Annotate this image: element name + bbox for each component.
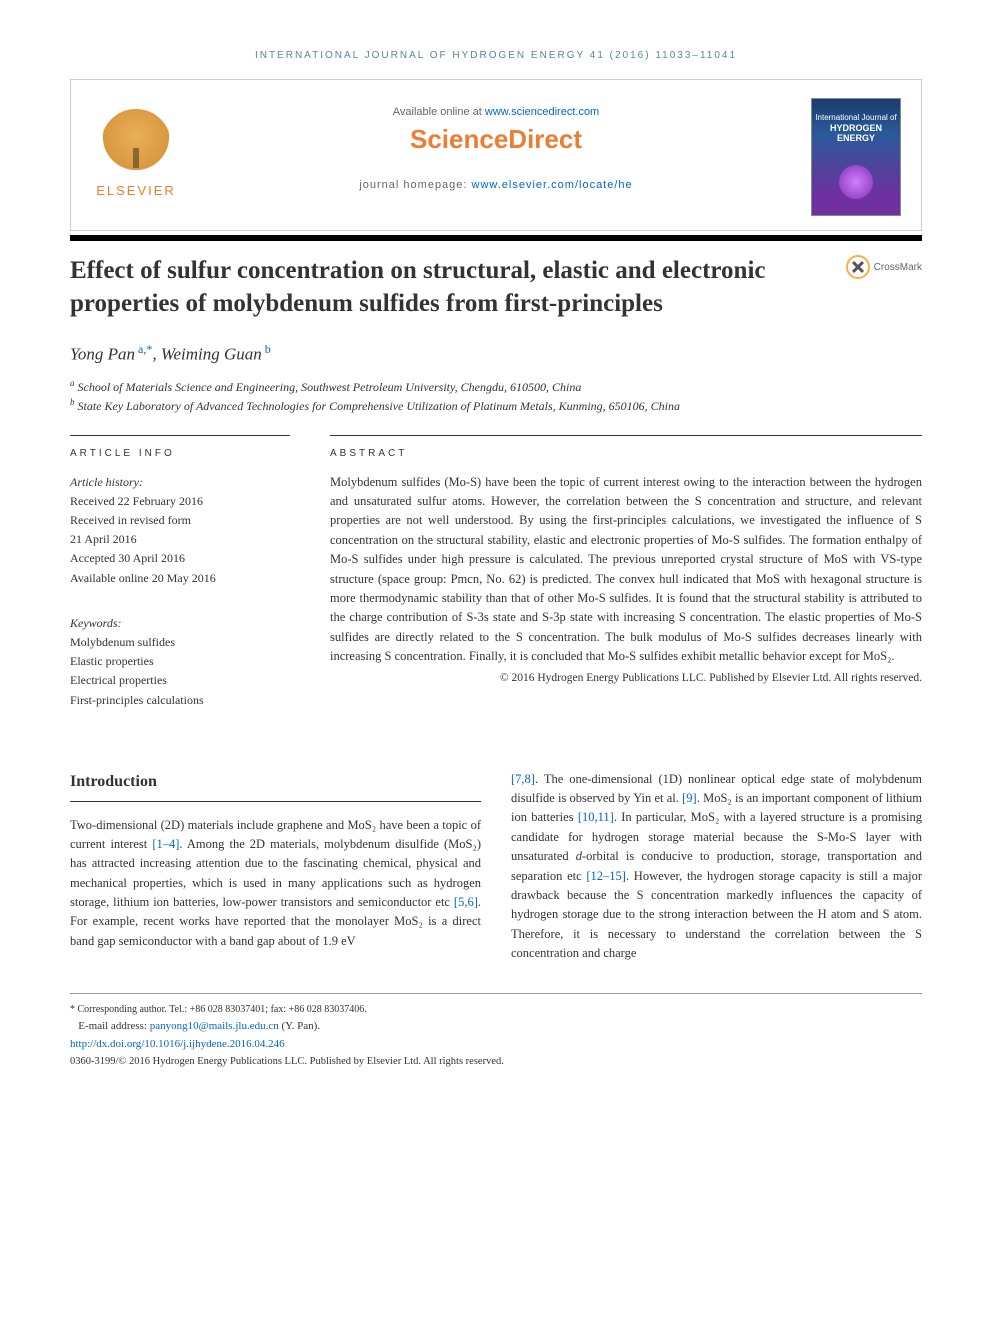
available-online-line: Available online at www.sciencedirect.co… [181,106,811,118]
homepage-line: journal homepage: www.elsevier.com/locat… [181,179,811,191]
elsevier-tree-icon [101,109,171,179]
corresponding-author: * Corresponding author. Tel.: +86 028 83… [70,1002,922,1018]
crossmark-label: CrossMark [874,262,922,273]
history-accepted: Accepted 30 April 2016 [70,549,290,568]
divider-bar [70,235,922,241]
email-line: E-mail address: panyong10@mails.jlu.edu.… [70,1018,922,1036]
cover-graphic-icon [839,165,873,199]
footer: * Corresponding author. Tel.: +86 028 83… [70,993,922,1070]
article-title: Effect of sulfur concentration on struct… [70,255,846,320]
sciencedirect-logo: ScienceDirect [181,124,811,155]
keyword-3: Electrical properties [70,671,290,690]
doi-link[interactable]: http://dx.doi.org/10.1016/j.ijhydene.201… [70,1036,922,1054]
journal-cover-title: International Journal of HYDROGEN ENERGY [812,99,900,144]
email-label: E-mail address: [78,1020,149,1032]
keyword-1: Molybdenum sulfides [70,633,290,652]
journal-cover: International Journal of HYDROGEN ENERGY [811,98,901,216]
history-revised-date: 21 April 2016 [70,530,290,549]
email-suffix: (Y. Pan). [279,1020,320,1032]
title-row: Effect of sulfur concentration on struct… [70,255,922,320]
author-2-affil: b [262,342,271,356]
homepage-label: journal homepage: [359,179,471,191]
affil-a-text: School of Materials Science and Engineer… [75,380,582,394]
introduction-heading: Introduction [70,770,481,802]
history-revised-label: Received in revised form [70,511,290,530]
keyword-2: Elastic properties [70,652,290,671]
keywords-block: Keywords: Molybdenum sulfides Elastic pr… [70,614,290,710]
elsevier-logo: ELSEVIER [91,98,181,198]
email-link[interactable]: panyong10@mails.jlu.edu.cn [150,1020,279,1032]
crossmark-icon [846,255,870,279]
body-column-left: Introduction Two-dimensional (2D) materi… [70,770,481,964]
info-abstract-row: ARTICLE INFO Article history: Received 2… [70,435,922,710]
ref-1-4[interactable]: [1–4] [152,837,179,851]
history-online: Available online 20 May 2016 [70,569,290,588]
article-info-heading: ARTICLE INFO [70,435,290,459]
author-sep: , [152,345,161,364]
keyword-4: First-principles calculations [70,691,290,710]
article-history: Article history: Received 22 February 20… [70,473,290,588]
author-1-affil: a,* [135,342,152,356]
authors: Yong Pan a,*, Weiming Guan b [70,342,922,365]
affil-b-text: State Key Laboratory of Advanced Technol… [75,399,681,413]
available-label: Available online at [393,106,485,118]
body-columns: Introduction Two-dimensional (2D) materi… [70,770,922,964]
journal-reference: INTERNATIONAL JOURNAL OF HYDROGEN ENERGY… [70,50,922,61]
crossmark-badge[interactable]: CrossMark [846,255,922,279]
intro-paragraph-1: Two-dimensional (2D) materials include g… [70,816,481,952]
ref-10-11[interactable]: [10,11] [578,810,614,824]
affiliations: a School of Materials Science and Engine… [70,377,922,415]
cover-line2: HYDROGEN [830,123,882,133]
author-2: Weiming Guan [161,345,262,364]
cover-line1: International Journal of [815,113,896,122]
cover-line3: ENERGY [837,133,875,143]
abstract-copyright: © 2016 Hydrogen Energy Publications LLC.… [330,672,922,684]
elsevier-label: ELSEVIER [96,183,176,198]
homepage-link[interactable]: www.elsevier.com/locate/he [472,179,633,191]
abstract-heading: ABSTRACT [330,435,922,459]
intro-paragraph-2: [7,8]. The one-dimensional (1D) nonlinea… [511,770,922,964]
abstract-column: ABSTRACT Molybdenum sulfides (Mo-S) have… [330,435,922,710]
history-received: Received 22 February 2016 [70,492,290,511]
header-center: Available online at www.sciencedirect.co… [181,98,811,191]
article-info-column: ARTICLE INFO Article history: Received 2… [70,435,290,710]
author-1: Yong Pan [70,345,135,364]
ref-5-6[interactable]: [5,6] [454,895,478,909]
header-box: ELSEVIER Available online at www.science… [70,79,922,231]
footer-copyright: 0360-3199/© 2016 Hydrogen Energy Publica… [70,1054,922,1071]
ref-7-8[interactable]: [7,8] [511,772,535,786]
ref-12-15[interactable]: [12–15] [586,869,626,883]
body-column-right: [7,8]. The one-dimensional (1D) nonlinea… [511,770,922,964]
history-label: Article history: [70,473,290,492]
ref-9[interactable]: [9] [682,791,697,805]
keywords-label: Keywords: [70,614,290,633]
sciencedirect-link[interactable]: www.sciencedirect.com [485,106,599,118]
abstract-text: Molybdenum sulfides (Mo-S) have been the… [330,473,922,667]
